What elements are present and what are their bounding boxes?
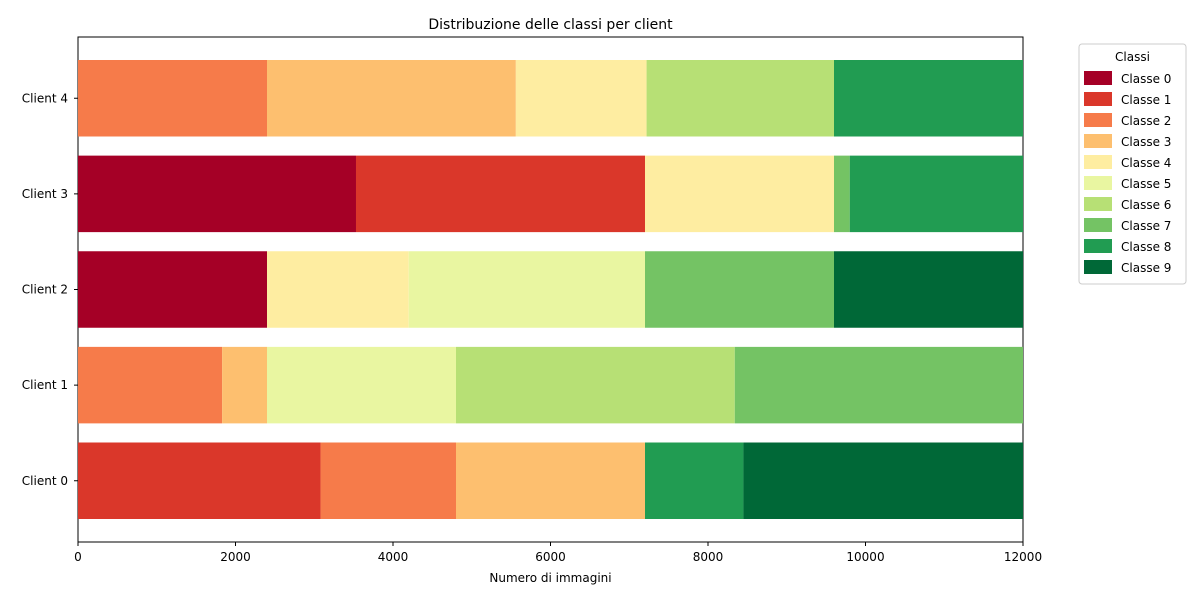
y-tick-label: Client 3 — [22, 187, 68, 201]
legend-label-classe-9: Classe 9 — [1121, 261, 1171, 275]
bar-segment-client-3-classe-0 — [78, 155, 356, 233]
legend-swatch-classe-6 — [1084, 197, 1112, 211]
bar-segment-client-1-classe-5 — [267, 346, 456, 424]
chart-title: Distribuzione delle classi per client — [428, 17, 673, 33]
legend-label-classe-6: Classe 6 — [1121, 198, 1171, 212]
legend-label-classe-7: Classe 7 — [1121, 219, 1171, 233]
legend-label-classe-3: Classe 3 — [1121, 135, 1171, 149]
x-tick-label: 4000 — [378, 550, 409, 564]
bar-segment-client-1-classe-3 — [222, 346, 267, 424]
legend-swatch-classe-5 — [1084, 176, 1112, 190]
legend-swatch-classe-7 — [1084, 218, 1112, 232]
bar-segment-client-0-classe-3 — [456, 442, 645, 519]
bar-segment-client-0-classe-8 — [645, 442, 744, 519]
x-tick-label: 2000 — [220, 550, 251, 564]
bar-segment-client-4-classe-6 — [646, 60, 834, 137]
legend-label-classe-2: Classe 2 — [1121, 114, 1171, 128]
x-tick-label: 8000 — [693, 550, 724, 564]
x-tick-label: 0 — [74, 550, 82, 564]
legend-swatch-classe-1 — [1084, 92, 1112, 106]
x-axis-title: Numero di immagini — [489, 571, 611, 585]
bar-segment-client-2-classe-7 — [645, 251, 834, 328]
legend-label-classe-5: Classe 5 — [1121, 177, 1171, 191]
x-tick-label: 12000 — [1004, 550, 1042, 564]
bar-segment-client-1-classe-2 — [78, 346, 223, 424]
legend-swatch-classe-3 — [1084, 134, 1112, 148]
legend-label-classe-8: Classe 8 — [1121, 240, 1171, 254]
bar-segment-client-3-classe-7 — [834, 155, 850, 233]
legend-swatch-classe-4 — [1084, 155, 1112, 169]
legend-label-classe-1: Classe 1 — [1121, 93, 1171, 107]
y-tick-label: Client 4 — [22, 91, 68, 105]
x-tick-label: 10000 — [846, 550, 884, 564]
bar-segment-client-0-classe-1 — [78, 442, 321, 519]
y-tick-label: Client 1 — [22, 378, 68, 392]
legend-label-classe-0: Classe 0 — [1121, 72, 1171, 86]
bar-segment-client-2-classe-4 — [267, 251, 409, 328]
bar-segment-client-0-classe-2 — [320, 442, 456, 519]
x-tick-label: 6000 — [535, 550, 566, 564]
bar-segment-client-2-classe-0 — [78, 251, 267, 328]
legend-label-classe-4: Classe 4 — [1121, 156, 1171, 170]
legend-swatch-classe-8 — [1084, 239, 1112, 253]
legend-title: Classi — [1115, 50, 1150, 64]
bars-layer — [78, 60, 1023, 519]
bar-segment-client-1-classe-7 — [734, 346, 1023, 424]
bar-segment-client-2-classe-9 — [834, 251, 1023, 328]
bar-segment-client-3-classe-1 — [355, 155, 645, 233]
bar-segment-client-0-classe-9 — [743, 442, 1023, 519]
legend-items: Classe 0 Classe 1 Classe 2 Classe 3 Classe 4… — [1084, 71, 1171, 275]
y-tick-label: Client 0 — [22, 474, 68, 488]
bar-segment-client-3-classe-4 — [645, 155, 834, 233]
axes-layer: Client 0 Client 1 Client 2 Client 3 Client 4… — [22, 91, 1042, 564]
bar-segment-client-4-classe-4 — [515, 60, 647, 137]
legend-swatch-classe-0 — [1084, 71, 1112, 85]
bar-segment-client-1-classe-6 — [456, 346, 735, 424]
bar-segment-client-2-classe-5 — [408, 251, 645, 328]
bar-segment-client-4-classe-3 — [267, 60, 516, 137]
y-tick-label: Client 2 — [22, 283, 68, 297]
legend-swatch-classe-9 — [1084, 260, 1112, 274]
bar-segment-client-3-classe-8 — [849, 155, 1023, 233]
legend-swatch-classe-2 — [1084, 113, 1112, 127]
bar-segment-client-4-classe-8 — [834, 60, 1023, 137]
bar-segment-client-4-classe-2 — [78, 60, 267, 137]
